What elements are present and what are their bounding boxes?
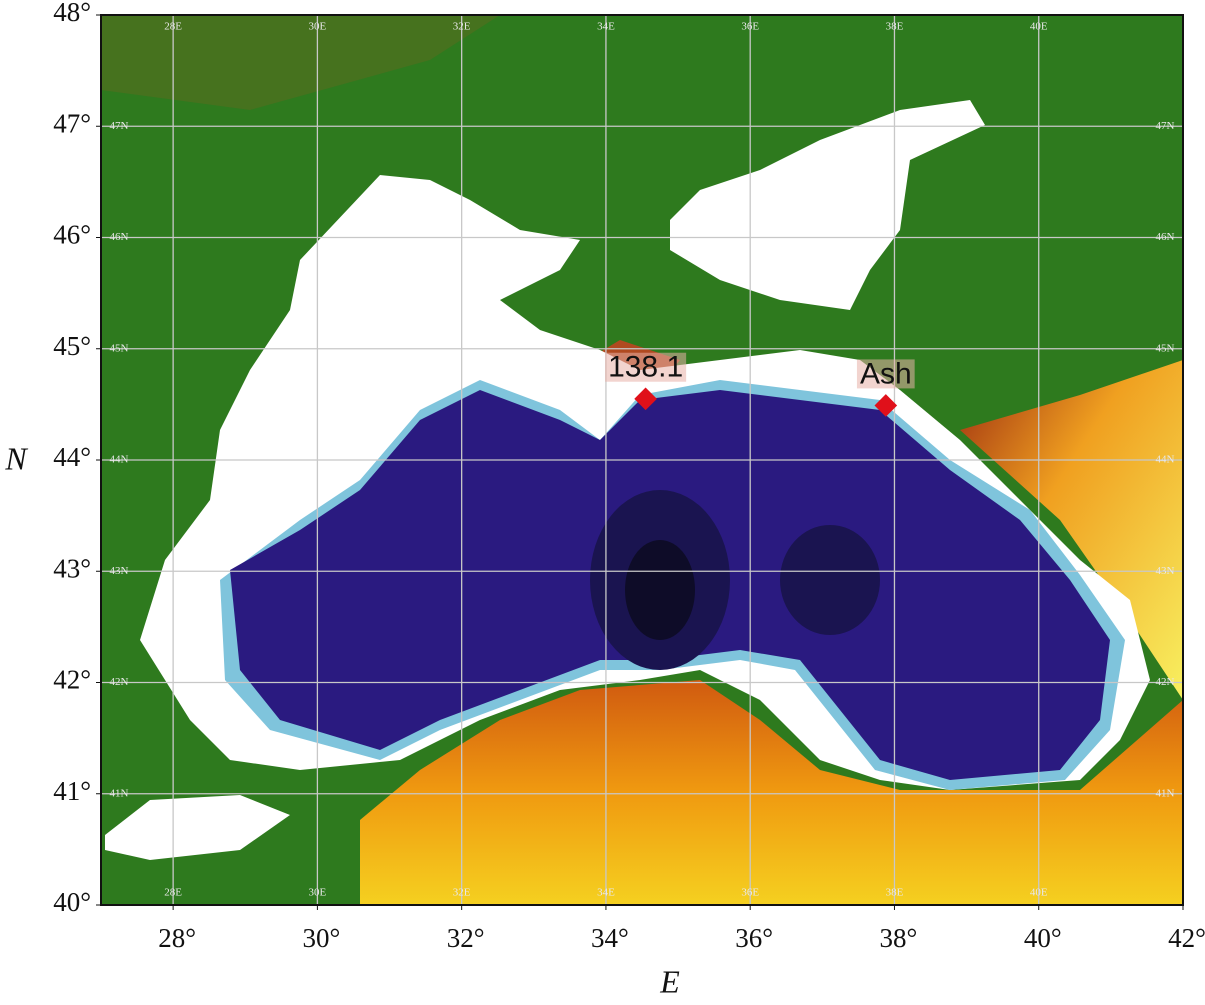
y-axis-label: N	[4, 440, 28, 476]
marker	[634, 387, 657, 411]
grid-label: 28E	[164, 21, 182, 33]
marker-label-bg	[605, 352, 687, 382]
grid-label: 30E	[309, 21, 327, 33]
grid-label: 46N	[110, 231, 129, 243]
grid-label: 28E	[164, 887, 182, 899]
grid-label: 45N	[1156, 342, 1175, 354]
x-tick-label: 36°	[735, 923, 773, 953]
y-tick-label: 44°	[53, 442, 91, 472]
grid-label: 36E	[741, 887, 759, 899]
grid-label: 41N	[1156, 787, 1175, 799]
x-tick-label: 42°	[1168, 923, 1205, 953]
marker	[874, 394, 898, 417]
grid-label: 43N	[1156, 565, 1175, 577]
y-tick-label: 40°	[53, 887, 91, 917]
x-tick-label: 38°	[880, 923, 918, 953]
deep-spot	[780, 525, 880, 635]
x-tick-label: 30°	[302, 923, 340, 953]
sea-of-azov	[670, 100, 985, 310]
grid-label: 34E	[597, 21, 615, 33]
grid-label: 44N	[1156, 454, 1175, 466]
y-tick-label: 43°	[53, 553, 91, 583]
sea-of-marmara	[105, 795, 290, 860]
deep-spot	[625, 540, 695, 640]
x-tick-label: 40°	[1024, 923, 1062, 953]
grid-label: 42N	[110, 676, 129, 688]
y-tick-label: 41°	[53, 776, 91, 806]
y-tick-label: 47°	[53, 108, 91, 138]
y-tick-label: 45°	[53, 331, 91, 361]
grid-label: 40E	[1030, 887, 1048, 899]
x-tick-label: 34°	[591, 923, 629, 953]
y-tick-label: 46°	[53, 220, 91, 250]
grid-label: 32E	[453, 21, 471, 33]
marker-label-bg	[856, 359, 915, 389]
grid-label: 41N	[110, 787, 129, 799]
y-tick-label: 42°	[53, 665, 91, 695]
marker-label: Ash	[860, 357, 912, 390]
upland	[101, 15, 500, 110]
grid-label: 47N	[110, 120, 129, 132]
grid-label: 38E	[886, 21, 904, 33]
grid-label: 46N	[1156, 231, 1175, 243]
grid-label: 45N	[110, 342, 129, 354]
x-axis-label: E	[659, 963, 680, 999]
grid-label: 40E	[1030, 21, 1048, 33]
grid-label: 30E	[309, 887, 327, 899]
grid-label: 44N	[110, 454, 129, 466]
y-tick-label: 48°	[53, 0, 91, 27]
marker-label: 138.1	[608, 351, 683, 384]
x-tick-label: 32°	[447, 923, 485, 953]
grid-label: 38E	[886, 887, 904, 899]
grid: 28E 28E 30E 30E 32E 32E 34E 34E 36E 36E 38E 38E 40E 4…	[101, 15, 1183, 905]
anatolia	[360, 680, 1183, 905]
grid-label: 43N	[110, 565, 129, 577]
grid-label: 47N	[1156, 120, 1175, 132]
grid-label: 34E	[597, 887, 615, 899]
grid-label: 42N	[1156, 676, 1175, 688]
grid-label: 32E	[453, 887, 471, 899]
x-tick-label: 28°	[158, 923, 196, 953]
grid-label: 36E	[741, 21, 759, 33]
